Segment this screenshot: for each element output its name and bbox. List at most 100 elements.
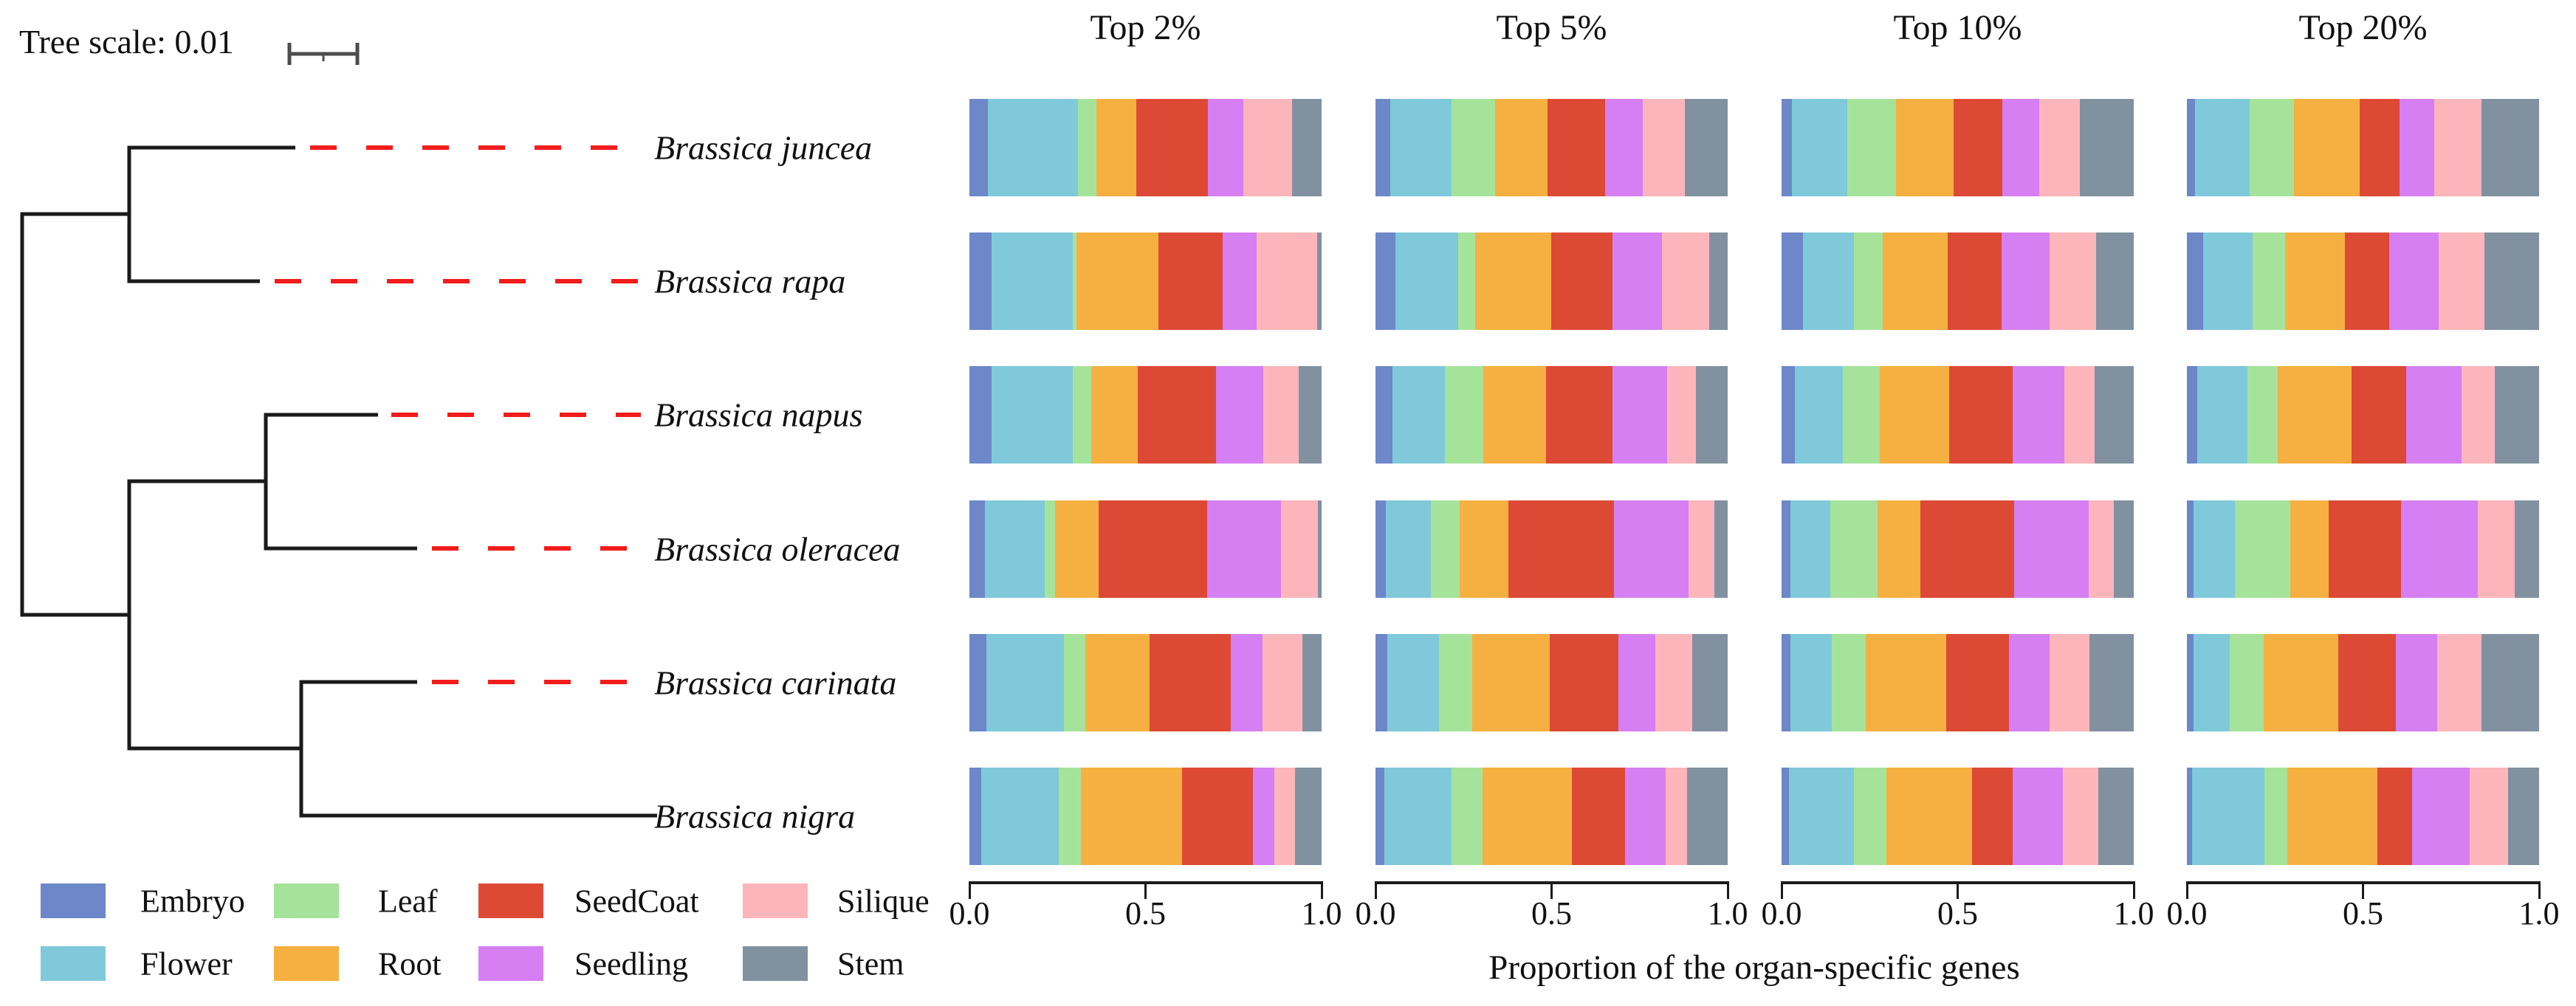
bar-segment-flower: [1392, 366, 1446, 464]
phylogenetic-tree: [20, 145, 657, 818]
bar-segment-stem: [1302, 634, 1322, 731]
bar-segment-embryo: [2187, 232, 2203, 330]
x-axis-tick: [1144, 881, 1147, 899]
stacked-bar: [969, 99, 1322, 196]
bar-segment-seedling: [1604, 99, 1644, 196]
bar-segment-stem: [2507, 768, 2539, 865]
bar-segment-seedling: [1216, 366, 1264, 464]
bar-segment-flower: [2194, 99, 2250, 196]
stacked-bar: [1375, 634, 1728, 731]
legend-label: Silique: [837, 883, 930, 920]
bar-segment-stem: [1291, 99, 1322, 196]
stacked-bar: [1375, 99, 1728, 196]
bar-segment-seedcoat: [2338, 634, 2396, 731]
bar-segment-silique: [1688, 500, 1715, 598]
bar-segment-seedling: [2009, 634, 2050, 731]
bar-segment-root: [1880, 366, 1950, 464]
legend-swatch-seedling: [478, 946, 543, 981]
x-axis-tick-label: 0.5: [1531, 895, 1572, 931]
bar-segment-leaf: [1044, 500, 1055, 598]
bar-segment-silique: [1263, 366, 1299, 464]
bar-segment-flower: [1789, 768, 1854, 865]
x-axis-tick-label: 1.0: [1301, 895, 1342, 931]
bar-segment-stem: [2079, 99, 2134, 196]
bar-segment-embryo: [1782, 634, 1791, 731]
bar-segment-leaf: [2253, 232, 2285, 330]
x-axis-tick-label: 0.0: [2166, 895, 2208, 931]
x-axis-tick-label: 0.0: [1355, 895, 1396, 931]
bar-segment-flower: [1790, 634, 1832, 731]
stacked-bar: [1782, 99, 2134, 196]
bar-segment-stem: [1317, 232, 1322, 330]
bar-segment-silique: [1643, 99, 1686, 196]
bar-segment-seedcoat: [1945, 634, 2010, 731]
species-label: Brassica napus: [654, 396, 863, 434]
bar-segment-flower: [992, 232, 1074, 330]
stacked-bar: [2187, 500, 2539, 598]
bar-segment-flower: [2197, 366, 2247, 464]
species-label: Brassica oleracea: [654, 530, 901, 568]
bar-segment-stem: [1685, 99, 1728, 196]
x-axis-tick: [1374, 881, 1377, 899]
bar-segment-stem: [1298, 366, 1322, 464]
x-axis-tick: [1726, 881, 1729, 899]
stacked-bar: [969, 768, 1322, 865]
bar-segment-root: [1076, 232, 1158, 330]
bar-segment-seedling: [1612, 366, 1668, 464]
bar-segment-embryo: [969, 232, 992, 330]
bar-segment-silique: [2437, 634, 2481, 731]
bar-segment-embryo: [2187, 500, 2194, 598]
bar-segment-embryo: [969, 366, 992, 464]
bar-segment-stem: [2094, 366, 2134, 464]
x-axis-tick-label: 1.0: [2113, 895, 2154, 931]
bar-segment-root: [1471, 634, 1550, 731]
bar-segment-leaf: [1073, 232, 1077, 330]
bar-segment-seedling: [2001, 232, 2050, 330]
bar-segment-seedling: [1231, 634, 1263, 731]
legend-swatch-stem: [743, 946, 808, 981]
x-axis-tick: [2185, 881, 2188, 899]
x-axis-tick-label: 0.5: [1937, 895, 1978, 931]
legend-label: Seedling: [574, 945, 688, 982]
bar-segment-flower: [1794, 366, 1844, 464]
bar-segment-embryo: [1375, 500, 1387, 598]
bar-segment-seedcoat: [1954, 99, 2003, 196]
bar-segment-leaf: [1831, 634, 1866, 731]
bar-segment-seedcoat: [1572, 768, 1625, 865]
bar-segment-leaf: [1853, 768, 1887, 865]
bar-segment-silique: [2064, 366, 2095, 464]
stacked-bar: [969, 500, 1322, 598]
bar-segment-root: [1877, 500, 1921, 598]
bar-segment-seedcoat: [1158, 232, 1223, 330]
bar-segment-silique: [1281, 500, 1318, 598]
stacked-bar: [1782, 232, 2134, 330]
bar-segment-leaf: [1438, 634, 1472, 731]
bar-segment-root: [1483, 366, 1547, 464]
bar-segment-leaf: [1445, 366, 1483, 464]
bar-segment-seedcoat: [1150, 634, 1232, 731]
legend-label: SeedCoat: [574, 883, 699, 920]
legend-swatch-root: [274, 946, 339, 981]
bar-segment-root: [1865, 634, 1946, 731]
bar-segment-silique: [2063, 768, 2098, 865]
bar-segment-seedling: [2401, 500, 2478, 598]
bar-segment-stem: [2481, 99, 2539, 196]
stacked-bar: [1782, 500, 2134, 598]
species-label: Brassica nigra: [654, 797, 856, 836]
legend-label: Stem: [837, 945, 904, 982]
bar-segment-stem: [1696, 366, 1728, 464]
bar-segment-stem: [2114, 500, 2134, 598]
bar-segment-flower: [1395, 232, 1459, 330]
tree-scale-bar-icon: [287, 43, 360, 65]
tree-branches: [20, 145, 657, 818]
bar-segment-embryo: [1375, 366, 1393, 464]
bar-segment-root: [2287, 768, 2377, 865]
legend-swatch-flower: [41, 946, 106, 981]
bar-segment-seedcoat: [1947, 232, 2002, 330]
bar-segment-leaf: [1854, 232, 1883, 330]
bar-segment-seedling: [2395, 634, 2438, 731]
bar-segment-leaf: [1452, 99, 1495, 196]
stacked-bar: [1375, 768, 1728, 865]
x-axis-tick-label: 0.0: [949, 895, 990, 931]
bar-segment-stem: [1317, 500, 1322, 598]
